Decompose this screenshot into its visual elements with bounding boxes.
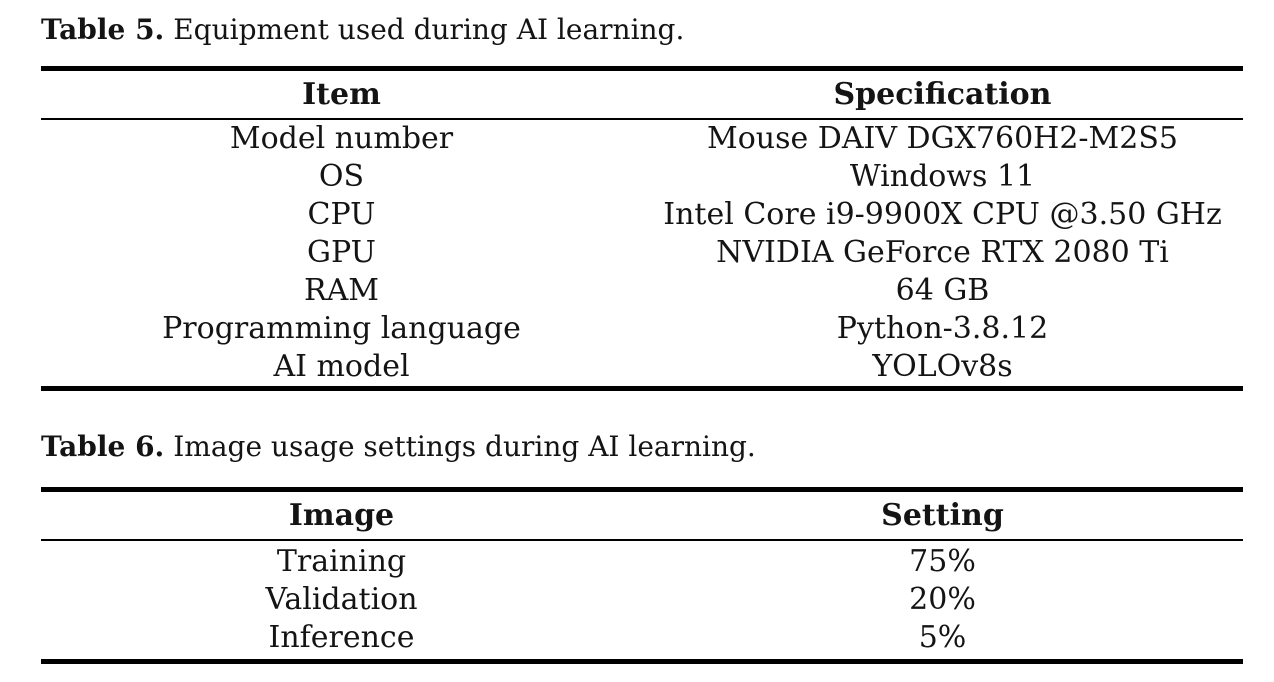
cell-item: Validation xyxy=(265,582,418,617)
cell-item: CPU xyxy=(307,197,376,232)
table-row: Inference 5% xyxy=(41,619,1243,657)
table5-caption-text: Equipment used during AI learning. xyxy=(173,13,685,46)
table6-caption-label: Table 6. xyxy=(41,430,165,463)
table-row: AI model YOLOv8s xyxy=(41,348,1243,386)
table-row: OS Windows 11 xyxy=(41,158,1243,196)
table-row: Validation 20% xyxy=(41,581,1243,619)
table-row: Programming language Python-3.8.12 xyxy=(41,310,1243,348)
cell-item: Model number xyxy=(229,121,454,156)
cell-spec: Windows 11 xyxy=(849,159,1036,194)
cell-item: OS xyxy=(318,159,365,194)
cell-item: Inference xyxy=(268,620,415,655)
cell-spec: Python-3.8.12 xyxy=(836,311,1049,346)
table6-caption: Table 6. Image usage settings during AI … xyxy=(41,429,1243,465)
table5-column-header-item: Item xyxy=(302,76,381,112)
table6-header-row: Image Setting xyxy=(41,492,1243,539)
cell-spec: 20% xyxy=(909,582,976,617)
cell-item: Training xyxy=(276,544,407,579)
table5-top-rule xyxy=(41,66,1243,71)
cell-item: GPU xyxy=(307,235,376,270)
table6-caption-text: Image usage settings during AI learning. xyxy=(173,430,756,463)
table-5: Item Specification Model number Mouse DA… xyxy=(41,66,1243,391)
cell-item: Programming language xyxy=(162,311,521,346)
table-row: Model number Mouse DAIV DGX760H2-M2S5 xyxy=(41,120,1243,158)
table-row: GPU NVIDIA GeForce RTX 2080 Ti xyxy=(41,234,1243,272)
table6-column-header-setting: Setting xyxy=(881,497,1004,533)
cell-spec: Mouse DAIV DGX760H2-M2S5 xyxy=(706,121,1179,156)
table-row: Training 75% xyxy=(41,543,1243,581)
table5-header-row: Item Specification xyxy=(41,71,1243,118)
cell-item: RAM xyxy=(304,273,379,308)
table6-bottom-rule xyxy=(41,659,1243,664)
cell-spec: NVIDIA GeForce RTX 2080 Ti xyxy=(716,235,1169,270)
table6-column-header-image: Image xyxy=(288,497,395,533)
cell-spec: 64 GB xyxy=(895,273,990,308)
table5-caption-label: Table 5. xyxy=(41,13,165,46)
cell-spec: YOLOv8s xyxy=(872,349,1013,384)
cell-spec: 5% xyxy=(918,620,967,655)
table5-caption: Table 5. Equipment used during AI learni… xyxy=(41,12,1243,48)
table6-mid-rule xyxy=(41,539,1243,541)
cell-spec: 75% xyxy=(909,544,976,579)
table-6: Image Setting Training 75% Validation 20… xyxy=(41,487,1243,664)
cell-item: AI model xyxy=(273,349,410,384)
table5-bottom-rule xyxy=(41,386,1243,391)
table6-top-rule xyxy=(41,487,1243,492)
table-row: RAM 64 GB xyxy=(41,272,1243,310)
table5-mid-rule xyxy=(41,118,1243,120)
table-row: CPU Intel Core i9-9900X CPU @3.50 GHz xyxy=(41,196,1243,234)
cell-spec: Intel Core i9-9900X CPU @3.50 GHz xyxy=(663,197,1222,232)
table5-column-header-specification: Specification xyxy=(833,76,1052,112)
